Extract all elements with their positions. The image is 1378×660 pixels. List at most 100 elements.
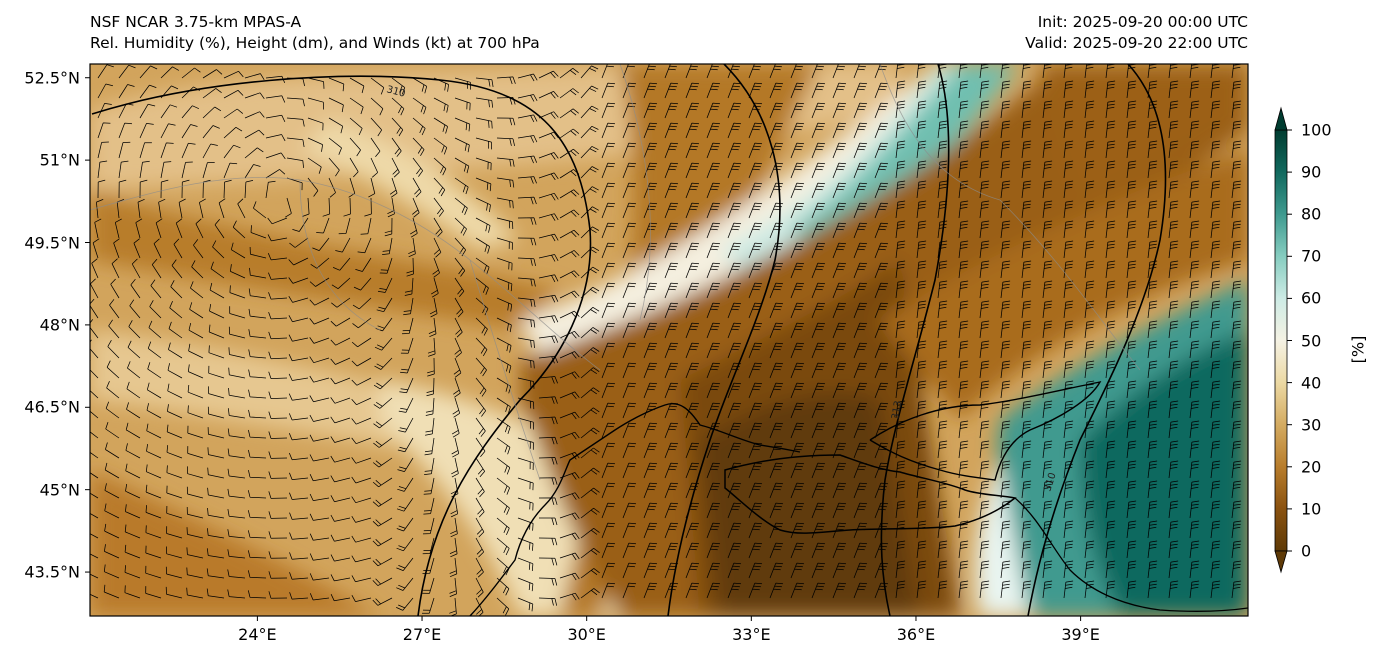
wind-barb [106,360,120,379]
wind-barb [372,457,393,468]
wind-barb [790,322,805,339]
wind-barb [1231,280,1242,299]
wind-barb [1189,160,1200,179]
wind-barb [643,102,658,119]
wind-barb [1042,100,1053,119]
wind-barb [328,157,340,177]
wind-barb [1105,460,1116,479]
wind-barb [874,302,889,319]
wind-barb [433,177,446,197]
wind-barb [748,422,763,439]
wind-barb [1168,260,1179,279]
wind-barb [330,416,351,424]
wind-barb [979,480,990,499]
wind-barb [811,64,825,79]
wind-barb [352,317,372,329]
wind-barb [559,189,580,199]
wind-barb [769,322,784,339]
wind-barb [1084,500,1095,519]
wind-barb [396,557,414,571]
wind-barb [832,102,847,119]
wind-barb [979,200,990,219]
wind-barb [309,297,330,306]
wind-barb [1105,580,1116,599]
wind-barb [727,482,742,499]
wind-barb [309,375,330,383]
wind-barb [958,420,969,439]
wind-barb [208,324,225,339]
wind-barb [1021,140,1032,159]
wind-barb [423,497,435,515]
wind-barb [1084,260,1095,279]
wind-barb [937,520,948,539]
wind-barb [1168,540,1179,559]
wind-barb [223,144,241,159]
wind-barb [895,420,906,439]
wind-barb [559,88,579,99]
wind-barb [874,182,889,199]
wind-barb [309,414,330,422]
wind-barb [223,179,232,199]
wind-barb [496,497,510,515]
wind-barb [1189,380,1200,399]
wind-barb [1231,520,1242,539]
wind-barb [874,402,889,419]
wind-barb [1147,380,1158,399]
wind-barb [601,82,616,99]
wind-barb [330,397,351,404]
wind-barb [105,401,120,419]
wind-barb [1147,160,1158,179]
wind-barb [207,447,225,459]
wind-barb [664,362,679,379]
wind-barb [188,323,204,339]
wind-barb [853,242,868,259]
wind-barb [958,220,969,239]
wind-barb [622,562,637,579]
wind-barb [874,542,889,559]
wind-barb [1126,420,1137,439]
wind-barb [149,300,162,319]
wind-barb [223,108,244,119]
wind-barb [1042,360,1053,379]
wind-barb [832,562,847,579]
wind-barb [1042,540,1053,559]
wind-barb [769,562,784,579]
wind-barb [351,397,372,406]
wind-barb [622,522,637,539]
wind-barb [202,69,223,79]
wind-barb [706,202,721,219]
wind-barb [853,182,868,199]
wind-barb [790,402,805,419]
wind-barb [853,482,868,499]
wind-barb [958,180,969,199]
wind-barb [1147,340,1158,359]
wind-barb [288,296,309,303]
wind-barb [1168,380,1179,399]
wind-barb [1168,220,1179,239]
wind-barb [389,177,398,198]
wind-barb [517,477,534,491]
wind-barb [580,407,600,419]
wind-barb [559,270,580,279]
wind-barb [622,202,637,219]
wind-barb [937,440,948,459]
wind-barb [150,279,162,299]
wind-barb [937,380,948,399]
wind-barb [517,597,534,612]
wind-barb [832,122,847,139]
wind-barb [643,482,658,499]
wind-barb [289,552,309,560]
wind-barb [137,198,145,219]
wind-barb [230,264,246,279]
wind-barb [958,140,969,159]
wind-barb [685,162,700,179]
wind-barb [426,377,435,397]
wind-barb [268,491,288,499]
wind-barb [685,562,700,579]
wind-barb [853,382,868,399]
wind-barb [979,64,989,79]
wind-barb [601,64,615,79]
wind-barb [111,258,120,279]
wind-barb [139,65,158,79]
